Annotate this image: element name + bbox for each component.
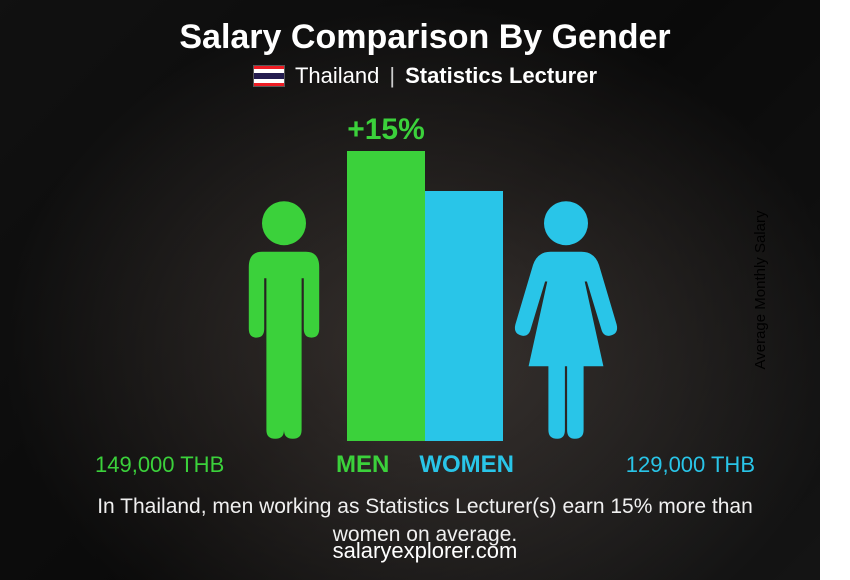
difference-label: +15% bbox=[347, 113, 425, 147]
subtitle-row: Thailand | Statistics Lecturer bbox=[253, 63, 597, 89]
women-label: WOMEN bbox=[419, 451, 514, 479]
women-bar-wrap bbox=[425, 101, 503, 441]
men-bar-wrap: +15% bbox=[347, 101, 425, 441]
infographic-container: Salary Comparison By Gender Thailand | S… bbox=[0, 0, 850, 580]
gender-labels: MEN WOMEN bbox=[336, 451, 514, 479]
men-bar bbox=[347, 151, 425, 441]
women-salary-value: 129,000 THB bbox=[626, 452, 755, 478]
thailand-flag-icon bbox=[253, 65, 285, 87]
men-salary-value: 149,000 THB bbox=[95, 452, 224, 478]
woman-icon bbox=[511, 199, 621, 441]
salary-bar-chart: +15% bbox=[145, 101, 705, 441]
women-side bbox=[425, 101, 629, 441]
women-bar bbox=[425, 191, 503, 441]
men-label: MEN bbox=[336, 451, 389, 479]
labels-row: 149,000 THB MEN WOMEN 129,000 THB bbox=[95, 451, 755, 479]
separator: | bbox=[389, 63, 395, 89]
man-icon bbox=[229, 199, 339, 441]
men-side: +15% bbox=[221, 101, 425, 441]
job-title-label: Statistics Lecturer bbox=[405, 63, 597, 89]
country-label: Thailand bbox=[295, 63, 379, 89]
footer-attribution: salaryexplorer.com bbox=[0, 538, 850, 564]
page-title: Salary Comparison By Gender bbox=[179, 18, 670, 57]
